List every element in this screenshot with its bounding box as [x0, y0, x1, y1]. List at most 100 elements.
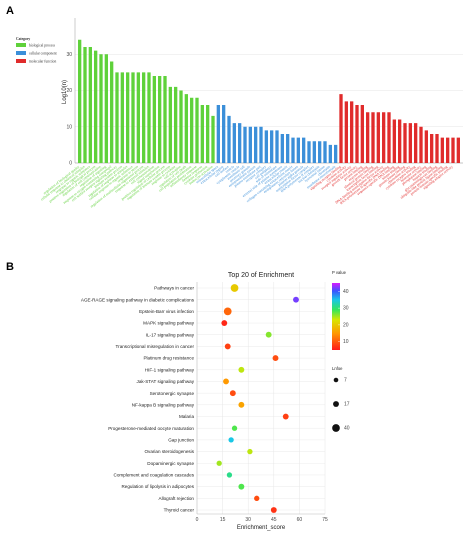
bar: [355, 105, 359, 163]
bar: [344, 101, 348, 163]
bar: [414, 123, 418, 163]
bar: [206, 105, 210, 163]
panel-a-x-labels: regulation of biological qualitycellular…: [40, 164, 454, 208]
legend-label-bp: biological process: [29, 44, 56, 48]
data-point: [238, 366, 245, 373]
bar: [83, 47, 87, 163]
data-point: [221, 320, 228, 326]
bar: [408, 123, 412, 163]
bar: [387, 112, 391, 163]
bar: [318, 141, 322, 163]
bar: [328, 144, 332, 163]
data-point: [231, 425, 238, 431]
size-legend-label: 7: [344, 378, 347, 384]
legend-swatch-bp: [16, 43, 26, 47]
data-point: [238, 483, 245, 490]
bar: [190, 97, 194, 163]
bar: [254, 126, 258, 163]
bar: [211, 115, 215, 163]
pathway-label: Progesterone-mediated oocyte maturation: [108, 426, 194, 431]
pathway-label: MAPK signaling pathway: [143, 321, 195, 326]
panel-a-label: A: [6, 5, 14, 17]
legend-label-mf: molecular function: [29, 60, 56, 64]
bar: [366, 112, 370, 163]
panel-b-x-ticks: 0 15 30 45 60 75: [196, 517, 328, 523]
pathway-label: Regulation of lipolysis in adipocytes: [121, 484, 194, 489]
colorbar-tick-label: 40: [343, 289, 349, 295]
size-legend-dot: [333, 401, 339, 407]
data-point: [270, 507, 277, 513]
legend-swatch-cc: [16, 51, 26, 55]
bar: [179, 90, 183, 163]
bar: [376, 112, 380, 163]
bar: [398, 119, 402, 163]
panel-b-grid: [196, 282, 326, 515]
legend-swatch-mf: [16, 59, 26, 63]
size-legend-dot: [333, 377, 339, 383]
bar: [152, 76, 156, 163]
bar: [94, 50, 98, 163]
bar: [142, 72, 146, 163]
panel-a-y-ticks: 0 10 20 30: [66, 52, 72, 167]
bar: [307, 141, 311, 163]
panel-a-legend: Category biological process cellular com…: [16, 37, 57, 64]
p-value-legend: P value 10 20 30 40: [332, 270, 349, 350]
bar: [280, 134, 284, 163]
bar: [296, 137, 300, 163]
data-point: [238, 401, 245, 408]
bar: [126, 72, 130, 163]
bar: [286, 134, 290, 163]
pathway-label: HIF-1 signaling pathway: [145, 367, 195, 372]
bar: [99, 54, 103, 163]
pathway-label: Dopaminergic synapse: [147, 461, 194, 466]
pathway-label: Jak-STAT signaling pathway: [137, 379, 195, 384]
pathway-label: Epstein-Barr virus infection: [139, 309, 194, 314]
data-point: [229, 390, 236, 397]
bar: [184, 94, 188, 163]
bar: [270, 130, 274, 163]
pathway-label: Serotonergic synapse: [150, 391, 195, 396]
colorbar-tick-label: 10: [343, 339, 349, 345]
y-tick-label: 10: [66, 124, 72, 130]
panel-b-points: [216, 284, 299, 513]
bar: [456, 137, 460, 163]
bar: [168, 86, 172, 163]
bar: [104, 54, 108, 163]
x-tick-label: 60: [297, 517, 303, 523]
bar: [232, 123, 236, 163]
bar: [451, 137, 455, 163]
pathway-label: AGE-RAGE signaling pathway in diabetic c…: [81, 297, 195, 302]
pathway-label: Transcriptional misregulation in cancer: [116, 344, 195, 349]
bar: [147, 72, 151, 163]
bar: [424, 130, 428, 163]
data-point: [282, 413, 289, 420]
bar: [323, 141, 327, 163]
bar: [243, 126, 247, 163]
bar: [174, 86, 178, 163]
data-point: [226, 472, 233, 478]
p-value-legend-title: P value: [332, 270, 347, 275]
panel-b-plot-area: [197, 282, 325, 514]
bar: [248, 126, 252, 163]
x-category-label: vesicle: [225, 164, 236, 174]
bar: [382, 112, 386, 163]
data-point: [223, 378, 229, 385]
bar: [339, 94, 343, 163]
size-legend-dot: [332, 424, 340, 432]
data-point: [224, 343, 231, 350]
bar: [115, 72, 119, 163]
pathway-label: NF-kappa B signaling pathway: [132, 402, 195, 407]
bar: [403, 123, 407, 163]
size-legend: Lnfoe 7 17 40: [332, 366, 350, 432]
bar: [238, 123, 242, 163]
x-tick-label: 45: [271, 517, 277, 523]
data-point: [272, 355, 279, 362]
bar: [360, 105, 364, 163]
data-point: [254, 495, 260, 501]
pathway-label: Pathways in cancer: [154, 286, 194, 291]
p-value-colorbar: [332, 283, 340, 350]
panel-b-label: B: [6, 261, 14, 273]
bar: [222, 105, 226, 163]
bar: [259, 126, 263, 163]
